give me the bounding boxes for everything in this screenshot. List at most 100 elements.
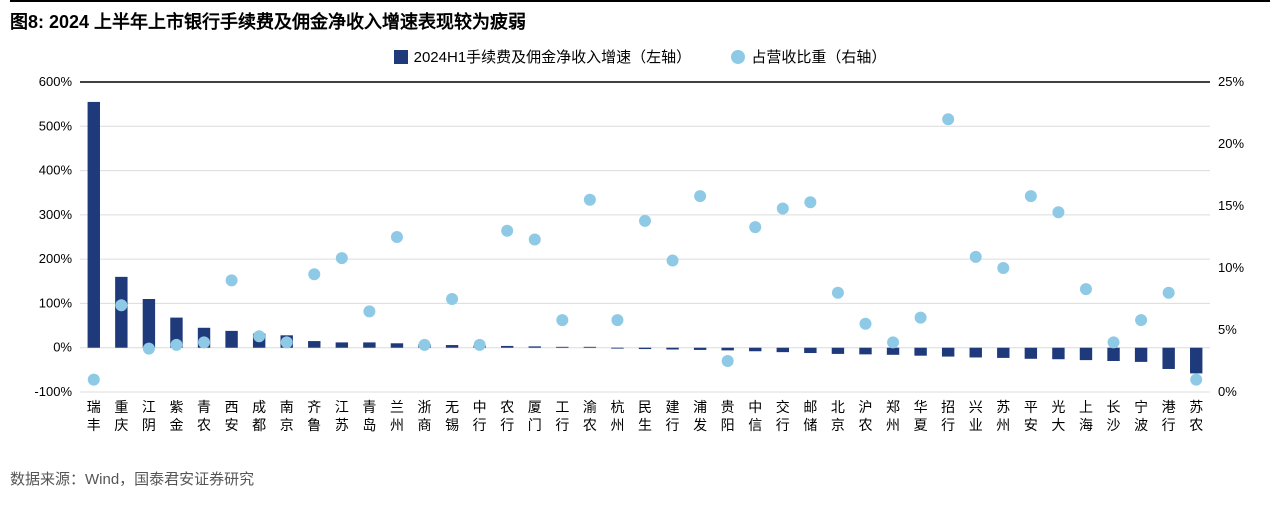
- x-axis-label: 渝: [583, 399, 597, 415]
- x-axis-label: 浙: [418, 399, 432, 415]
- svg-text:100%: 100%: [39, 295, 73, 310]
- x-axis-label: 阳: [721, 417, 735, 433]
- x-axis-label: 沙: [1107, 417, 1121, 433]
- svg-text:500%: 500%: [39, 118, 73, 133]
- dot: [446, 293, 458, 305]
- x-axis-label: 农: [500, 399, 514, 415]
- bar: [446, 345, 458, 348]
- x-axis-label: 鲁: [307, 417, 321, 433]
- x-axis-label: 浦: [693, 399, 707, 415]
- bar: [1190, 347, 1202, 373]
- legend-bar-label: 2024H1手续费及佣金净收入增速（左轴）: [414, 46, 692, 67]
- x-axis-label: 苏: [335, 417, 349, 433]
- x-axis-label: 安: [225, 417, 239, 433]
- x-axis-label: 行: [776, 417, 790, 433]
- x-axis-label: 金: [169, 417, 183, 433]
- bar: [749, 347, 761, 351]
- dot: [419, 338, 431, 350]
- dot: [1135, 314, 1147, 326]
- x-axis-label: 行: [941, 417, 955, 433]
- dot: [501, 224, 513, 236]
- dot: [391, 231, 403, 243]
- bar: [777, 347, 789, 351]
- bar: [832, 347, 844, 353]
- x-axis-label: 苏: [996, 399, 1010, 415]
- svg-text:200%: 200%: [39, 251, 73, 266]
- bar: [887, 347, 899, 354]
- bar: [225, 330, 237, 347]
- x-axis-label: 重: [114, 399, 128, 415]
- dot: [859, 317, 871, 329]
- dot: [1108, 336, 1120, 348]
- bar: [308, 341, 320, 348]
- x-axis-label: 海: [1079, 417, 1093, 433]
- dot: [584, 193, 596, 205]
- svg-text:25%: 25%: [1218, 74, 1244, 89]
- svg-text:0%: 0%: [53, 339, 72, 354]
- x-axis-label: 紫: [169, 399, 183, 415]
- dot: [529, 233, 541, 245]
- bar: [115, 276, 127, 347]
- x-axis-label: 行: [473, 417, 487, 433]
- x-axis-label: 业: [969, 417, 983, 433]
- x-axis-label: 夏: [914, 417, 928, 433]
- x-axis-label: 建: [666, 399, 680, 415]
- x-axis-label: 农: [1189, 417, 1203, 433]
- svg-text:5%: 5%: [1218, 322, 1237, 337]
- x-axis-label: 杭: [610, 399, 624, 415]
- svg-text:10%: 10%: [1218, 260, 1244, 275]
- dot: [639, 214, 651, 226]
- dot: [1052, 206, 1064, 218]
- legend-item-dot: 占营收比重（右轴）: [731, 46, 886, 67]
- dot: [363, 305, 375, 317]
- x-axis-label: 江: [142, 399, 156, 415]
- bar: [694, 347, 706, 349]
- x-axis-label: 苏: [1189, 399, 1203, 415]
- x-axis-label: 农: [197, 417, 211, 433]
- x-axis-label: 南: [280, 399, 294, 415]
- x-axis-label: 中: [473, 399, 487, 415]
- x-axis-label: 储: [803, 417, 817, 433]
- bar: [970, 347, 982, 357]
- dot: [667, 254, 679, 266]
- dot: [722, 355, 734, 367]
- svg-text:600%: 600%: [39, 74, 73, 89]
- dot: [804, 196, 816, 208]
- bar: [1135, 347, 1147, 361]
- x-axis-label: 交: [776, 399, 790, 415]
- dot: [308, 268, 320, 280]
- x-axis-label: 华: [914, 399, 928, 415]
- dot: [1163, 286, 1175, 298]
- x-axis-label: 厦: [528, 399, 542, 415]
- svg-text:400%: 400%: [39, 162, 73, 177]
- figure-title: 图8: 2024 上半年上市银行手续费及佣金净收入增速表现较为疲弱: [10, 8, 1270, 34]
- legend: 2024H1手续费及佣金净收入增速（左轴） 占营收比重（右轴）: [10, 38, 1270, 72]
- dot: [170, 338, 182, 350]
- x-axis-label: 邮: [803, 399, 817, 415]
- x-axis-label: 信: [748, 417, 762, 433]
- x-axis-label: 安: [1024, 417, 1038, 433]
- x-axis-label: 州: [610, 417, 624, 433]
- x-axis-label: 平: [1024, 399, 1038, 415]
- bar: [721, 347, 733, 350]
- x-axis-label: 瑞: [87, 399, 101, 415]
- x-axis-label: 州: [996, 417, 1010, 433]
- x-axis-label: 农: [583, 417, 597, 433]
- source-line: 数据来源：Wind，国泰君安证券研究: [10, 462, 1270, 489]
- bar: [584, 346, 596, 347]
- x-axis-label: 锡: [445, 417, 459, 433]
- dot: [474, 338, 486, 350]
- dot: [226, 274, 238, 286]
- x-axis-label: 青: [362, 399, 376, 415]
- dot: [997, 262, 1009, 274]
- bar: [611, 347, 623, 348]
- legend-dot-label: 占营收比重（右轴）: [751, 46, 886, 67]
- svg-text:0%: 0%: [1218, 384, 1237, 399]
- bar: [1080, 347, 1092, 359]
- dot: [777, 202, 789, 214]
- dot: [143, 342, 155, 354]
- bar: [942, 347, 954, 356]
- x-axis-label: 港: [1162, 399, 1176, 415]
- x-axis-label: 阴: [142, 417, 156, 433]
- x-axis-label: 贵: [721, 399, 735, 415]
